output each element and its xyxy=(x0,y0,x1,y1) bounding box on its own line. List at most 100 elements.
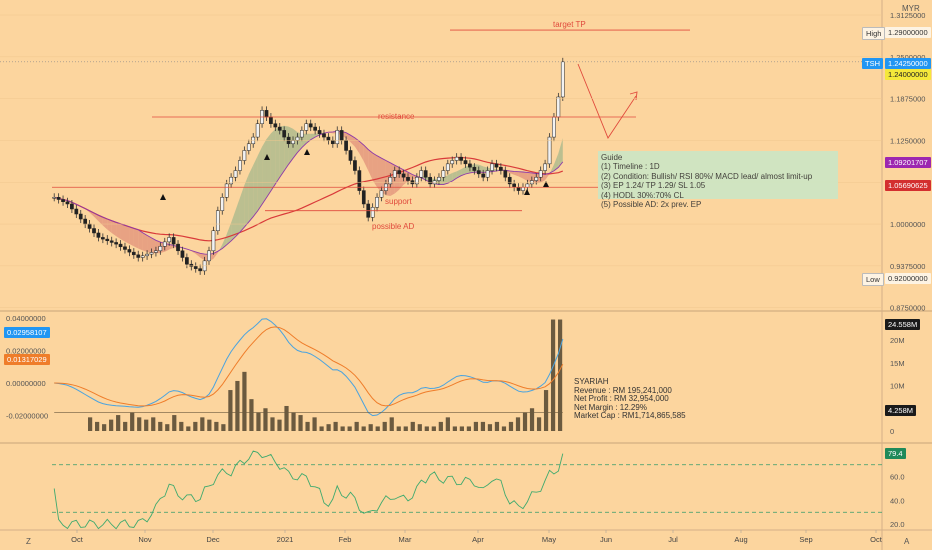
candle-body[interactable] xyxy=(105,238,110,242)
volume-bar[interactable] xyxy=(522,412,528,431)
candle-body[interactable] xyxy=(198,268,203,272)
volume-bar[interactable] xyxy=(326,424,331,431)
candle-body[interactable] xyxy=(96,232,101,238)
candle-body[interactable] xyxy=(118,243,123,248)
candle-body[interactable] xyxy=(516,187,521,191)
corner-left-label[interactable]: Z xyxy=(26,537,31,546)
candle-body[interactable] xyxy=(246,143,251,151)
candle-body[interactable] xyxy=(180,250,185,258)
candle-body[interactable] xyxy=(264,110,269,118)
candle-body[interactable] xyxy=(238,160,242,171)
candle-body[interactable] xyxy=(423,170,428,178)
candle-body[interactable] xyxy=(335,130,340,145)
candle-body[interactable] xyxy=(454,156,459,161)
candle-body[interactable] xyxy=(229,176,233,185)
candle-body[interactable] xyxy=(127,249,132,253)
candle-body[interactable] xyxy=(428,176,432,185)
volume-bar[interactable] xyxy=(354,421,359,431)
volume-bar[interactable] xyxy=(88,417,93,431)
candle-body[interactable] xyxy=(101,237,105,240)
candle-body[interactable] xyxy=(313,126,317,131)
candle-body[interactable] xyxy=(277,126,282,131)
candle-body[interactable] xyxy=(401,173,406,178)
candle-body[interactable] xyxy=(344,140,348,151)
candle-body[interactable] xyxy=(503,170,508,178)
volume-bar[interactable] xyxy=(473,421,479,431)
volume-bar[interactable] xyxy=(221,424,226,431)
volume-bar[interactable] xyxy=(305,421,310,431)
volume-bar[interactable] xyxy=(361,426,366,431)
volume-bar[interactable] xyxy=(319,426,324,431)
volume-bar[interactable] xyxy=(536,417,542,431)
volume-bar[interactable] xyxy=(137,417,142,431)
candle-body[interactable] xyxy=(547,136,552,165)
candle-body[interactable] xyxy=(494,163,499,168)
candle-body[interactable] xyxy=(207,250,211,262)
candle-body[interactable] xyxy=(485,170,490,178)
volume-bar[interactable] xyxy=(382,421,387,431)
volume-bar[interactable] xyxy=(165,424,170,431)
volume-bar[interactable] xyxy=(151,417,156,431)
candle-body[interactable] xyxy=(140,255,145,258)
volume-bar[interactable] xyxy=(501,426,507,431)
candle-body[interactable] xyxy=(220,197,225,211)
buy-signal-marker[interactable] xyxy=(304,149,310,155)
candle-body[interactable] xyxy=(326,136,331,141)
volume-bar[interactable] xyxy=(179,421,184,431)
volume-bar[interactable] xyxy=(123,421,128,431)
candle-body[interactable] xyxy=(521,187,525,191)
volume-bar[interactable] xyxy=(95,421,100,431)
candle-body[interactable] xyxy=(185,257,189,265)
candle-body[interactable] xyxy=(507,176,512,185)
candle-body[interactable] xyxy=(162,241,167,247)
volume-bar[interactable] xyxy=(102,424,107,431)
volume-bar[interactable] xyxy=(298,415,303,431)
volume-bar[interactable] xyxy=(445,417,450,431)
candle-body[interactable] xyxy=(560,61,565,98)
candle-body[interactable] xyxy=(441,170,446,178)
fundamentals-note[interactable]: SYARIAH Revenue : RM 195,241,000 Net Pro… xyxy=(574,377,686,421)
volume-bar[interactable] xyxy=(116,415,121,431)
candle-body[interactable] xyxy=(145,253,149,257)
candle-body[interactable] xyxy=(167,237,172,243)
candle-body[interactable] xyxy=(472,166,477,171)
candle-body[interactable] xyxy=(499,166,503,171)
candle-body[interactable] xyxy=(450,160,455,165)
candle-body[interactable] xyxy=(322,133,326,138)
candle-body[interactable] xyxy=(379,190,384,198)
candle-body[interactable] xyxy=(92,228,96,234)
volume-bar[interactable] xyxy=(368,424,373,431)
candle-body[interactable] xyxy=(419,170,424,178)
volume-bar[interactable] xyxy=(130,412,135,431)
candle-body[interactable] xyxy=(534,176,539,181)
candle-body[interactable] xyxy=(74,208,79,215)
volume-bar[interactable] xyxy=(424,426,429,431)
candle-body[interactable] xyxy=(211,230,216,252)
candle-body[interactable] xyxy=(158,246,163,252)
candle-body[interactable] xyxy=(193,266,198,269)
volume-bar[interactable] xyxy=(340,426,345,431)
volume-bar[interactable] xyxy=(214,421,219,431)
volume-bar[interactable] xyxy=(291,412,296,431)
candle-body[interactable] xyxy=(131,251,136,256)
candle-body[interactable] xyxy=(233,170,238,178)
candle-body[interactable] xyxy=(317,130,322,134)
volume-bar[interactable] xyxy=(410,421,415,431)
volume-bar[interactable] xyxy=(389,417,394,431)
candle-body[interactable] xyxy=(388,176,393,185)
candle-body[interactable] xyxy=(83,218,88,225)
volume-bar[interactable] xyxy=(186,426,191,431)
candle-body[interactable] xyxy=(176,243,180,252)
volume-bar[interactable] xyxy=(375,426,380,431)
candle-body[interactable] xyxy=(552,116,556,138)
candle-body[interactable] xyxy=(282,130,287,138)
candle-body[interactable] xyxy=(242,150,247,161)
candle-body[interactable] xyxy=(330,140,335,145)
candle-body[interactable] xyxy=(70,203,74,210)
candle-body[interactable] xyxy=(437,176,441,181)
candle-body[interactable] xyxy=(353,160,357,171)
candle-body[interactable] xyxy=(56,197,61,200)
volume-bar[interactable] xyxy=(200,417,205,431)
candle-body[interactable] xyxy=(224,183,229,198)
